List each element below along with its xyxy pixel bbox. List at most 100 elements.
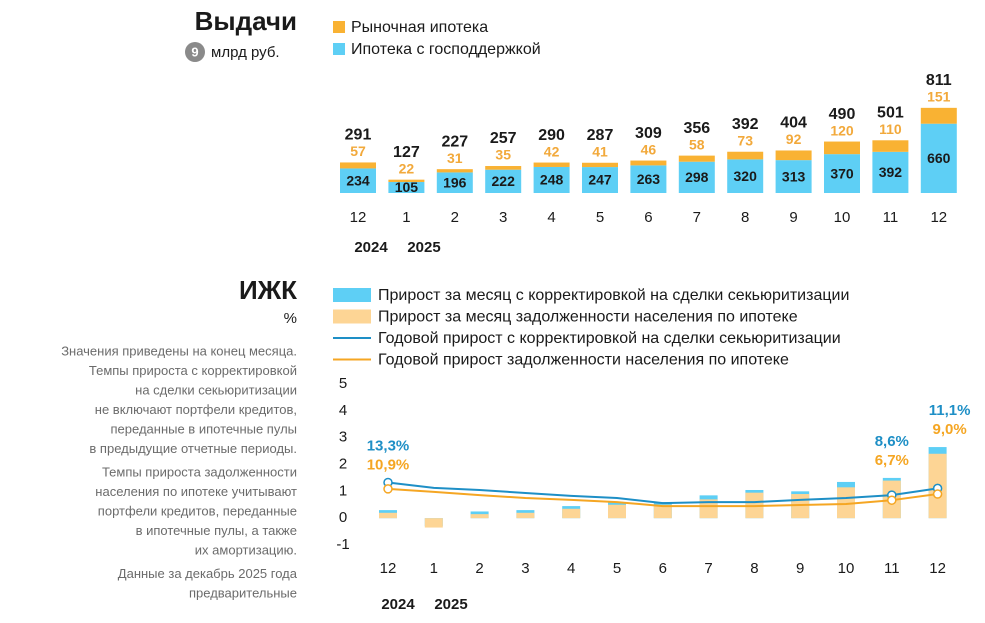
legend-swatch	[333, 288, 371, 302]
note-line: населения по ипотеке учитывают	[95, 484, 297, 499]
x-tick-label: 12	[930, 209, 947, 226]
total-label: 490	[829, 106, 856, 123]
bar-segment	[678, 155, 715, 162]
bar	[699, 499, 718, 519]
legend-label: Ипотека с господдержкой	[351, 41, 541, 58]
x-tick-label: 5	[613, 560, 621, 577]
x-tick-label: 5	[596, 209, 604, 226]
bar	[608, 504, 626, 519]
bar-segment	[340, 168, 376, 193]
note-line: Значения приведены на конец месяца.	[61, 343, 297, 358]
x-tick-label: 10	[834, 209, 851, 226]
note-line: не включают портфели кредитов,	[95, 402, 297, 417]
bar-segment	[485, 169, 522, 193]
bar-segment	[388, 179, 425, 182]
total-label: 257	[490, 130, 517, 147]
y-tick-label: 1	[339, 482, 347, 499]
x-tick-label: 2	[451, 209, 459, 226]
total-label: 811	[926, 72, 952, 89]
x-tick-label: 9	[789, 209, 797, 226]
note-line: их амортизацию.	[195, 542, 297, 557]
x-tick-label: 6	[644, 209, 652, 226]
year-label: 2024	[354, 239, 388, 256]
value-label: 31	[447, 150, 463, 166]
x-tick-label: 10	[838, 560, 855, 577]
value-label: 46	[641, 141, 657, 157]
value-label: 41	[592, 143, 608, 159]
bar	[653, 504, 672, 519]
x-tick-label: 11	[884, 560, 900, 577]
total-label: 309	[635, 125, 662, 142]
note-line: Темпы прироста задолженности	[102, 464, 297, 479]
point-marker	[932, 489, 943, 499]
note-line: на сделки секьюритизации	[135, 382, 297, 397]
bar	[424, 518, 443, 528]
value-label: 92	[786, 131, 802, 147]
year-label: 2024	[381, 596, 415, 613]
value-label: 42	[544, 143, 560, 159]
line	[387, 487, 938, 508]
value-label: 57	[350, 143, 366, 159]
value-label: 298	[685, 169, 709, 185]
chart-title: Выдачи	[195, 6, 297, 36]
bar-segment	[630, 165, 667, 193]
chart-title: ИЖК	[239, 275, 297, 305]
point-marker	[383, 484, 393, 494]
x-tick-label: 12	[380, 560, 397, 577]
year-label: 2025	[434, 596, 467, 613]
x-tick-label: 3	[499, 209, 507, 226]
y-tick-label: -1	[336, 536, 349, 553]
total-label: 404	[780, 115, 807, 132]
bar-segment	[340, 162, 376, 169]
y-tick-label: 2	[339, 455, 347, 472]
bar-segment	[872, 151, 909, 193]
x-tick-label: 12	[929, 560, 946, 577]
bar-segment	[727, 151, 764, 160]
footnote: 9	[191, 44, 198, 59]
note-line: предварительные	[189, 585, 297, 600]
value-label: 9,0%	[932, 421, 966, 438]
bar-segment	[533, 162, 570, 167]
note-line: Темпы прироста с корректировкой	[89, 363, 297, 378]
footnote-badge	[185, 42, 205, 62]
x-tick-label: 6	[659, 560, 667, 577]
bar-segment	[582, 162, 618, 168]
x-tick-label: 7	[693, 209, 701, 226]
x-tick-label: 8	[741, 209, 749, 226]
x-tick-label: 1	[430, 560, 438, 577]
bar-segment	[582, 167, 618, 193]
value-label: 105	[395, 179, 419, 195]
note-line: переданные в ипотечные пулы	[111, 421, 298, 436]
bar-segment	[872, 140, 909, 152]
bar	[562, 508, 581, 519]
value-label: 392	[879, 164, 903, 180]
value-label: 8,6%	[875, 433, 909, 450]
x-tick-label: 9	[796, 560, 804, 577]
y-tick-label: 0	[339, 509, 347, 526]
bar-segment	[775, 160, 812, 193]
bar	[470, 514, 489, 519]
x-tick-label: 8	[750, 560, 758, 577]
bar-segment	[920, 107, 957, 124]
note-line: в предыдущие отчетные периоды.	[89, 441, 297, 456]
bar-segment	[727, 159, 764, 193]
value-label: 320	[734, 168, 758, 184]
value-label: 22	[399, 160, 415, 176]
value-label: 370	[830, 165, 854, 181]
x-tick-label: 7	[704, 560, 712, 577]
unit: %	[284, 310, 297, 327]
note-line: портфели кредитов, переданные	[98, 503, 297, 518]
total-label: 290	[538, 127, 565, 144]
legend-swatch	[333, 43, 345, 55]
unit: млрд руб.	[211, 44, 280, 61]
year-label: 2025	[407, 239, 440, 256]
bar-segment	[388, 181, 425, 193]
value-label: 11,1%	[929, 402, 971, 419]
value-label: 58	[689, 136, 705, 152]
value-label: 10,9%	[367, 456, 410, 473]
y-tick-label: 4	[339, 402, 347, 419]
bar-segment	[436, 172, 473, 193]
bar	[516, 512, 535, 519]
x-tick-label: 12	[350, 209, 367, 226]
